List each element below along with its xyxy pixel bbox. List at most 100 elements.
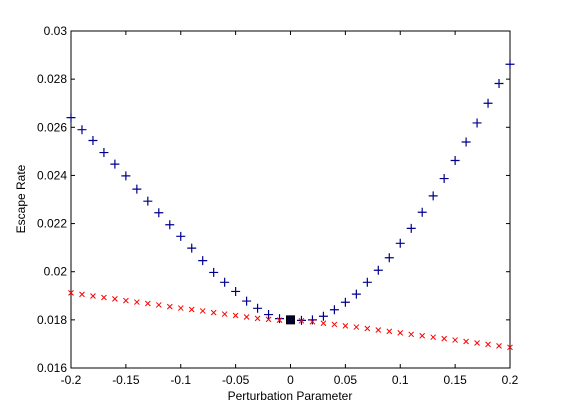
plus-point [66,113,76,123]
square-point [286,315,295,325]
x-point [452,337,458,343]
plus-point [428,191,438,201]
x-tick-label: -0.05 [222,373,250,387]
x-point [320,320,327,327]
x-point [265,316,272,323]
x-point [68,290,74,296]
plus-point [450,156,460,166]
x-point [232,312,239,319]
plus-point [165,220,175,230]
plus-point [110,159,120,169]
x-point [243,314,250,320]
y-tick-label: 0.016 [37,361,67,375]
y-tick-label: 0.03 [44,24,68,38]
x-point [386,328,393,335]
x-point [331,321,338,328]
x-point [353,324,360,330]
plus-point [395,238,405,248]
x-point [408,331,415,338]
x-point [188,306,195,313]
x-point [441,335,448,342]
plus-point [99,148,109,158]
y-tick-label: 0.018 [37,313,67,327]
plus-point [253,303,263,313]
x-point [507,344,513,351]
y-tick-label: 0.022 [37,217,67,231]
plus-point [494,78,504,88]
plus-point [373,265,383,275]
plus-point [439,174,449,184]
y-axis-label: Escape Rate [14,164,28,233]
plus-point [472,118,482,128]
plus-point [176,231,186,241]
plus-point [88,136,98,146]
plus-point [220,277,230,287]
data-markers [66,59,515,351]
plus-point [77,125,87,135]
x-point [254,315,261,322]
x-point [177,305,184,311]
plus-point [154,208,164,218]
plus-point [483,98,493,108]
x-point [276,317,283,323]
x-point [155,302,162,308]
plus-point [187,243,197,253]
plus-point [340,297,350,307]
plus-point [351,289,361,299]
plus-point [242,296,252,306]
x-point [364,325,371,332]
plus-point [198,256,208,266]
plus-point [417,207,427,217]
y-tick-label: 0.02 [44,265,68,279]
plus-point [231,286,241,296]
x-tick-label: -0.1 [170,373,191,387]
x-point [221,311,228,317]
x-point [419,332,426,339]
x-point [166,303,173,310]
plus-point [461,137,471,147]
x-point [123,297,129,304]
plus-point [275,314,285,324]
y-tick-label: 0.024 [37,168,67,182]
plus-point [209,267,219,277]
plus-point [264,310,274,320]
plus-point [362,277,372,287]
x-tick-label: 0.2 [502,373,519,387]
x-point [397,330,404,336]
x-point [112,296,118,302]
plus-point [143,196,153,206]
x-tick-label: 0 [287,373,294,387]
x-tick-label: 0.1 [392,373,409,387]
x-point [342,323,349,329]
y-tick-label: 0.026 [37,120,67,134]
x-point [474,340,480,346]
x-axis-ticks: -0.2 -0.15 -0.1 -0.05 0 0.05 0.1 0.15 0.2 [61,31,519,387]
plus-point [307,315,317,325]
x-point [309,318,316,325]
x-point [430,334,437,341]
x-point [199,308,206,314]
plot-frame [70,30,511,369]
plus-point [132,184,142,194]
plus-point [406,223,416,233]
x-point [79,291,85,298]
x-point [144,300,151,307]
plus-point [384,253,394,263]
y-axis-ticks: 0.016 0.018 0.02 0.022 0.024 0.026 0.028 0.03 [37,24,510,375]
x-point [210,309,217,316]
x-tick-label: 0.05 [334,373,358,387]
x-point [496,343,502,349]
x-point [485,341,491,348]
x-point [101,294,107,301]
plus-point [121,171,131,181]
x-point [298,317,305,324]
x-point [133,299,140,305]
plus-point [505,59,515,69]
x-axis-label: Perturbation Parameter [228,389,353,403]
x-point [90,293,96,299]
x-tick-label: 0.15 [443,373,467,387]
x-tick-label: -0.15 [112,373,140,387]
x-point [375,327,382,333]
plus-point [318,311,328,321]
